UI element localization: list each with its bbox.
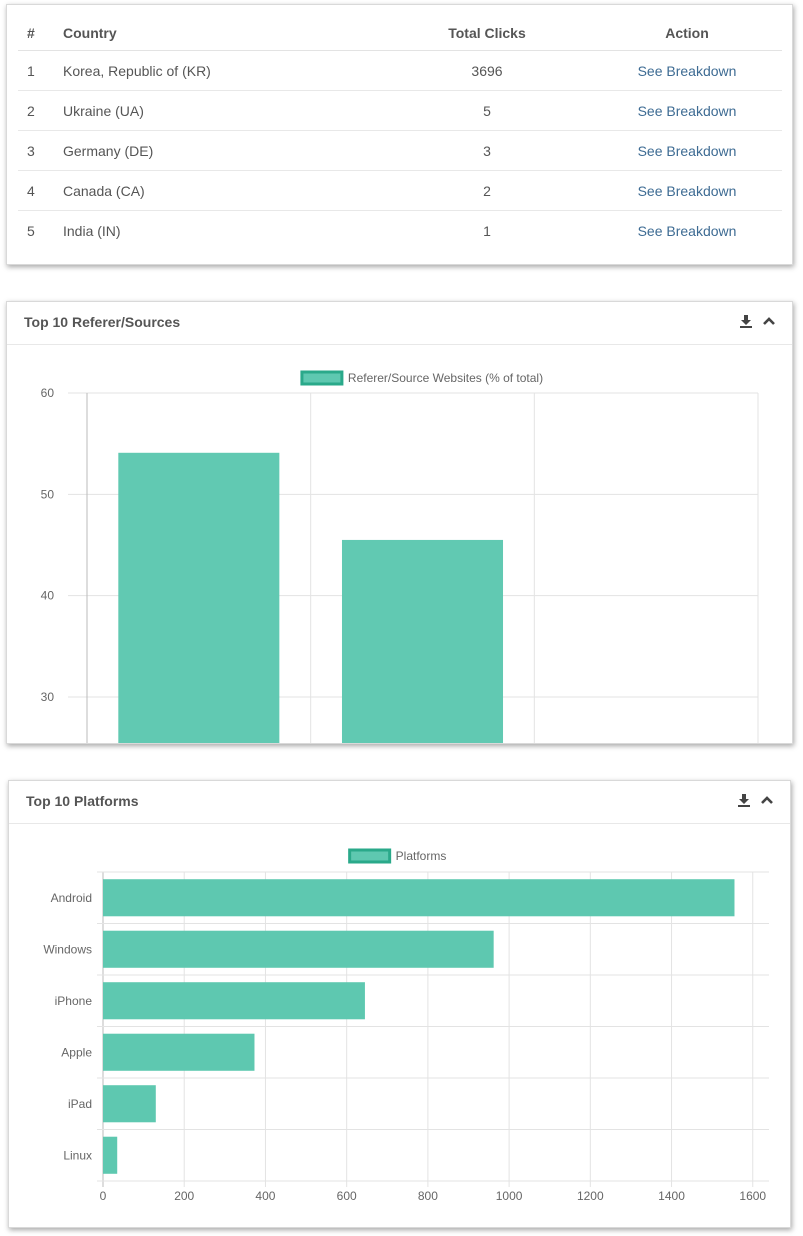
y-tick-label: 40 xyxy=(41,589,55,603)
row-country: Canada (CA) xyxy=(63,170,382,211)
chart-legend: Platforms xyxy=(348,848,447,864)
legend-swatch xyxy=(300,370,344,386)
x-tick-label: 1000 xyxy=(496,1189,523,1203)
row-number: 2 xyxy=(18,90,63,131)
row-total-clicks: 1 xyxy=(382,210,592,250)
legend-swatch xyxy=(348,848,392,864)
y-tick-label: iPad xyxy=(68,1097,92,1111)
table-row: 3 Germany (DE) 3 See Breakdown xyxy=(18,130,782,171)
row-country: Ukraine (UA) xyxy=(63,90,382,131)
download-icon[interactable] xyxy=(739,314,753,328)
header-num: # xyxy=(18,16,63,51)
panel-header: Top 10 Platforms xyxy=(9,781,790,824)
x-tick-label: 200 xyxy=(174,1189,194,1203)
x-tick-label: 800 xyxy=(418,1189,438,1203)
table-row: 4 Canada (CA) 2 See Breakdown xyxy=(18,170,782,211)
row-total-clicks: 3 xyxy=(382,130,592,171)
platforms-panel: Top 10 Platforms Platforms 0 200 400 600 800 1… xyxy=(8,780,791,1228)
bar xyxy=(341,539,504,743)
bar xyxy=(103,1033,255,1071)
header-total-clicks: Total Clicks xyxy=(382,16,592,51)
platforms-bar-chart: Platforms 0 200 400 600 800 1000 1200 1400 1600 An… xyxy=(43,848,769,1203)
x-tick-label: 0 xyxy=(100,1189,107,1203)
row-total-clicks: 3696 xyxy=(471,62,503,79)
chart-legend: Referer/Source Websites (% of total) xyxy=(300,370,543,386)
referer-sources-panel: Top 10 Referer/Sources Referer/Source We… xyxy=(6,301,793,744)
header-action: Action xyxy=(592,16,782,51)
bar xyxy=(103,982,365,1020)
referer-bar-chart: Referer/Source Websites (% of total)0102… xyxy=(41,370,759,743)
row-number: 5 xyxy=(18,210,63,250)
panel-title: Top 10 Referer/Sources xyxy=(24,314,181,330)
country-clicks-table: # Country Total Clicks Action 1 Korea, Re… xyxy=(18,16,782,250)
chevron-up-icon[interactable] xyxy=(760,793,774,807)
row-number: 4 xyxy=(18,170,63,211)
table-header-row: # Country Total Clicks Action xyxy=(18,16,782,51)
table-row: 5 India (IN) 1 See Breakdown xyxy=(18,210,782,250)
see-breakdown-link[interactable]: See Breakdown xyxy=(592,130,782,171)
x-tick-label: 1200 xyxy=(577,1189,604,1203)
header-country: Country xyxy=(63,16,382,51)
row-country: Korea, Republic of (KR) xyxy=(63,62,211,79)
row-number: 3 xyxy=(18,130,63,171)
bar xyxy=(118,452,280,743)
bar xyxy=(103,1136,118,1174)
legend-label: Platforms xyxy=(396,849,447,863)
x-tick-label: 600 xyxy=(337,1189,357,1203)
y-tick-label: Linux xyxy=(63,1148,92,1162)
table-row: 1 Korea, Republic of (KR) 3696 See Breakdow… xyxy=(18,51,782,91)
legend-label: Referer/Source Websites (% of total) xyxy=(348,371,543,385)
x-tick-label: 1400 xyxy=(658,1189,685,1203)
x-tick-label: 400 xyxy=(255,1189,275,1203)
row-country: Germany (DE) xyxy=(63,130,382,171)
download-icon[interactable] xyxy=(737,793,751,807)
table-row: 2 Ukraine (UA) 5 See Breakdown xyxy=(18,90,782,131)
row-number: 1 xyxy=(27,62,35,79)
panel-header: Top 10 Referer/Sources xyxy=(7,302,792,345)
see-breakdown-link[interactable]: See Breakdown xyxy=(592,210,782,250)
y-tick-label: 30 xyxy=(41,690,55,704)
chevron-up-icon[interactable] xyxy=(762,314,776,328)
row-total-clicks: 5 xyxy=(382,90,592,131)
y-tick-label: iPhone xyxy=(55,994,93,1008)
country-clicks-panel: # Country Total Clicks Action 1 Korea, Re… xyxy=(6,4,793,265)
y-tick-label: 60 xyxy=(41,386,55,400)
row-country: India (IN) xyxy=(63,210,382,250)
panel-title: Top 10 Platforms xyxy=(26,793,139,809)
see-breakdown-link[interactable]: See Breakdown xyxy=(592,170,782,211)
bar xyxy=(103,879,735,917)
see-breakdown-link[interactable]: See Breakdown xyxy=(637,62,737,79)
x-tick-label: 1600 xyxy=(739,1189,766,1203)
see-breakdown-link[interactable]: See Breakdown xyxy=(592,90,782,131)
bar xyxy=(103,1085,156,1123)
y-tick-label: Windows xyxy=(43,942,92,956)
bar xyxy=(103,930,494,968)
y-tick-label: 50 xyxy=(41,487,55,501)
y-tick-label: Android xyxy=(51,891,92,905)
row-total-clicks: 2 xyxy=(382,170,592,211)
y-tick-label: Apple xyxy=(61,1045,92,1059)
